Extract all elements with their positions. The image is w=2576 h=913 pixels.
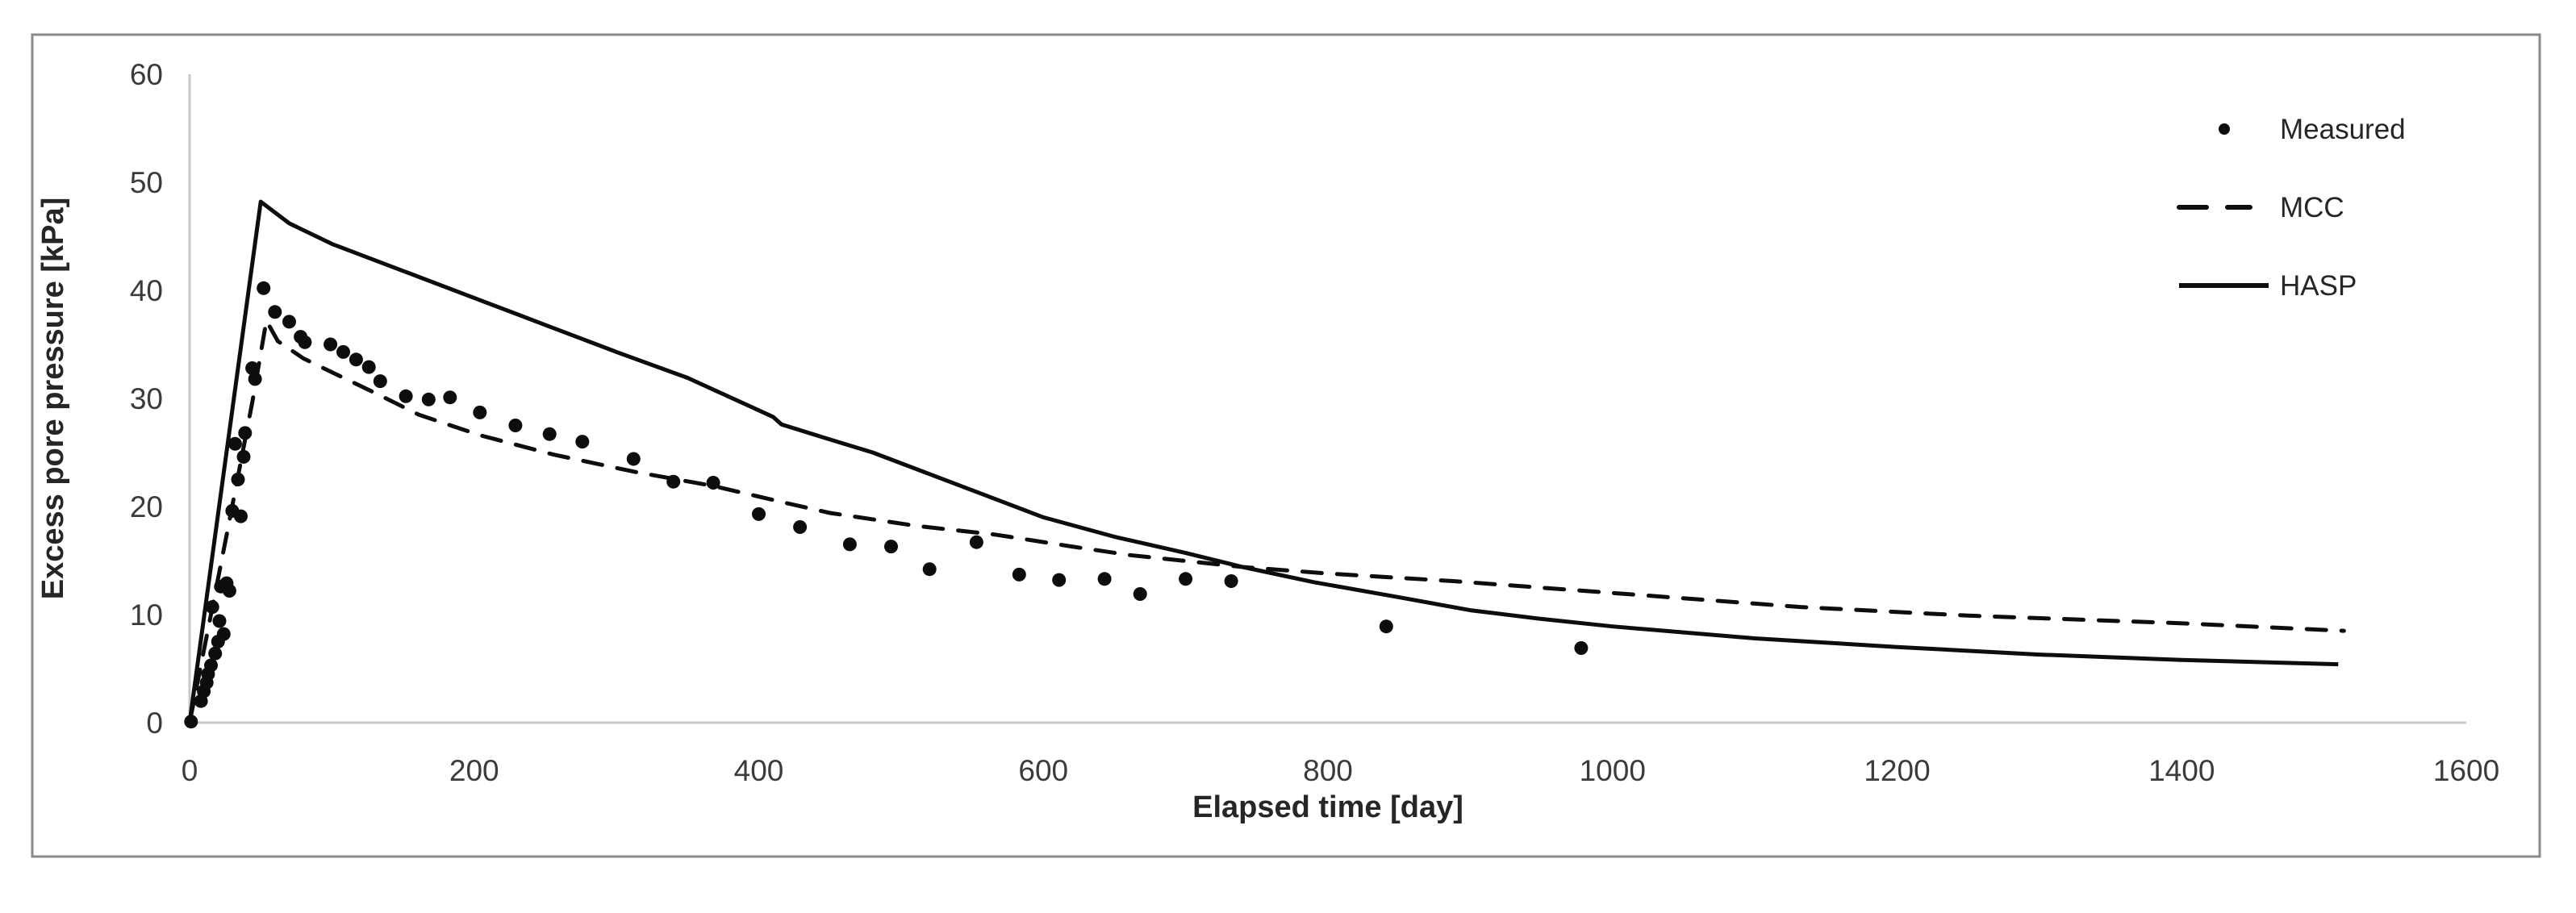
x-tick-label: 1200 [1864,754,1930,787]
series-measured-point [1133,587,1147,601]
x-tick-label: 400 [734,754,784,787]
series-measured-point [793,520,808,534]
series-measured-point [245,361,260,375]
figure-border [31,33,2541,858]
series-measured-point [626,452,641,466]
legend-group: Measured MCC HASP [2177,114,2406,302]
x-tick-label: 1400 [2148,754,2215,787]
series-measured-point [282,315,296,329]
series-measured-point [1097,572,1112,586]
x-tick-label: 1600 [2433,754,2499,787]
series-measured-point [399,389,413,403]
series-measured-point [443,390,457,405]
series-measured-point [473,405,487,419]
x-tick-label: 200 [449,754,499,787]
series-measured-point [208,646,223,661]
y-tick-label: 0 [146,707,163,740]
series-measured-point [1052,573,1067,587]
series-hasp-line [187,199,2339,723]
series-measured-point [373,374,387,389]
series-mcc-line [187,319,2346,725]
legend-label-mcc: MCC [2280,192,2344,223]
y-tick-label: 50 [130,166,163,199]
y-tick-label: 60 [130,58,163,91]
series-measured-point [231,473,245,486]
series-measured-point [1574,641,1589,655]
series-measured-point [1179,572,1193,586]
x-tick-label: 600 [1018,754,1068,787]
legend-item-mcc: MCC [2177,192,2344,223]
series-measured-point [361,360,376,374]
legend-dot-marker [2219,123,2230,135]
series-measured-point [706,476,720,490]
series-measured-point [212,614,227,628]
x-tick-label: 1000 [1580,754,1646,787]
axes-group: 0 200 400 600 800 1000 1200 1400 1600 0 10 20 30 40 50… [130,58,2499,787]
series-measured-point [298,335,312,349]
x-tick-label: 800 [1303,754,1353,787]
series-measured-point [268,305,282,319]
series-measured-point [1379,619,1393,634]
series-measured-point [884,540,898,554]
series-group [184,199,2346,729]
series-measured-point [842,537,857,552]
series-measured-point [184,715,198,729]
legend-item-measured: Measured [2219,114,2406,145]
y-tick-label: 10 [130,598,163,632]
series-measured-point [752,507,766,521]
x-axis-title: Elapsed time [day] [1192,790,1463,824]
series-measured-point [236,449,251,464]
series-measured-point [666,474,681,489]
legend-label-hasp: HASP [2280,270,2357,302]
series-measured-point [922,562,937,577]
series-measured-point [238,426,253,440]
series-measured-point [234,509,248,523]
series-measured-point [257,281,271,295]
series-measured-point [248,372,262,386]
y-tick-label: 30 [130,382,163,415]
series-measured-point [228,436,242,451]
series-measured-point [324,337,338,352]
series-measured-point [969,535,983,549]
legend-label-measured: Measured [2280,114,2406,145]
series-measured-point [205,600,219,615]
x-tick-label: 0 [182,754,198,787]
series-measured-point [204,658,218,673]
series-measured-point [1224,574,1238,588]
series-measured-point [542,427,557,441]
series-measured-point [336,344,350,359]
y-tick-label: 20 [130,490,163,523]
series-measured-point [508,419,523,432]
y-axis-title: Excess pore pressure [kPa] [36,198,70,600]
series-measured-point [222,584,236,598]
y-tick-label: 40 [130,274,163,307]
series-measured-point [575,435,590,449]
legend-item-hasp: HASP [2179,270,2357,302]
series-measured-point [1012,567,1026,582]
series-measured-point [349,352,363,367]
series-measured-point [216,627,231,641]
series-measured-point [421,392,436,406]
